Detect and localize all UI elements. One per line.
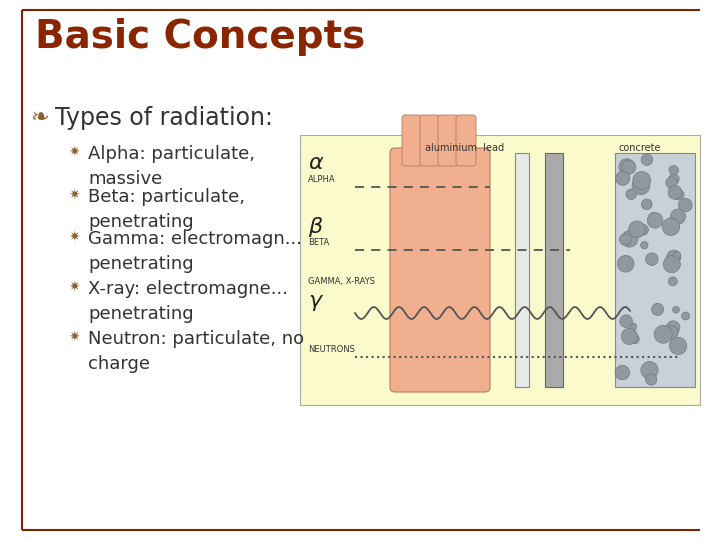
Circle shape xyxy=(620,315,632,327)
Circle shape xyxy=(641,362,658,379)
Circle shape xyxy=(629,221,645,238)
Circle shape xyxy=(652,303,664,315)
Circle shape xyxy=(633,172,651,190)
Circle shape xyxy=(621,160,636,174)
Text: Alpha: particulate,
massive: Alpha: particulate, massive xyxy=(88,145,255,188)
Circle shape xyxy=(616,171,630,185)
Circle shape xyxy=(672,306,680,313)
Text: ALPHA: ALPHA xyxy=(308,175,336,184)
Text: $\alpha$: $\alpha$ xyxy=(308,153,324,173)
FancyBboxPatch shape xyxy=(390,148,490,392)
Bar xyxy=(300,135,700,405)
Circle shape xyxy=(632,177,649,195)
Circle shape xyxy=(646,374,657,385)
Text: ❧: ❧ xyxy=(30,108,49,128)
Circle shape xyxy=(626,189,636,199)
Text: Basic Concepts: Basic Concepts xyxy=(35,18,365,56)
Text: aluminium  lead: aluminium lead xyxy=(426,143,505,153)
FancyBboxPatch shape xyxy=(438,115,458,166)
Circle shape xyxy=(615,365,629,380)
Circle shape xyxy=(630,334,639,343)
Text: ✷: ✷ xyxy=(68,188,80,202)
Circle shape xyxy=(662,218,680,235)
Circle shape xyxy=(667,321,680,334)
Circle shape xyxy=(678,198,692,212)
Circle shape xyxy=(674,252,680,259)
Circle shape xyxy=(667,250,681,264)
Bar xyxy=(545,153,563,387)
Circle shape xyxy=(669,165,678,175)
Text: ✷: ✷ xyxy=(68,330,80,344)
Text: ✷: ✷ xyxy=(68,230,80,244)
Circle shape xyxy=(664,326,678,340)
Circle shape xyxy=(682,312,690,320)
FancyBboxPatch shape xyxy=(456,115,476,166)
Circle shape xyxy=(642,199,652,210)
Text: GAMMA, X-RAYS: GAMMA, X-RAYS xyxy=(308,277,375,286)
Circle shape xyxy=(646,253,658,265)
Bar xyxy=(615,153,695,387)
Circle shape xyxy=(670,338,687,355)
Text: Gamma: electromagn...
penetrating: Gamma: electromagn... penetrating xyxy=(88,230,302,273)
Circle shape xyxy=(670,341,676,348)
Circle shape xyxy=(647,213,663,228)
FancyBboxPatch shape xyxy=(402,115,422,166)
Text: ✷: ✷ xyxy=(68,280,80,294)
Text: Neutron: particulate, no
charge: Neutron: particulate, no charge xyxy=(88,330,304,373)
Text: ✷: ✷ xyxy=(68,145,80,159)
Circle shape xyxy=(668,277,678,286)
Circle shape xyxy=(638,225,649,235)
Circle shape xyxy=(623,258,631,266)
Circle shape xyxy=(654,325,672,343)
Text: Types of radiation:: Types of radiation: xyxy=(55,106,273,130)
Bar xyxy=(515,153,529,387)
Circle shape xyxy=(641,241,648,249)
Circle shape xyxy=(649,213,657,220)
Text: BETA: BETA xyxy=(308,238,329,247)
Circle shape xyxy=(663,256,680,273)
Circle shape xyxy=(619,234,631,245)
Circle shape xyxy=(670,209,685,224)
Text: NEUTRONS: NEUTRONS xyxy=(308,345,355,354)
Text: Beta: particulate,
penetrating: Beta: particulate, penetrating xyxy=(88,188,245,231)
Text: $\gamma$: $\gamma$ xyxy=(308,293,324,313)
Circle shape xyxy=(617,255,634,272)
Text: X-ray: electromagne...
penetrating: X-ray: electromagne... penetrating xyxy=(88,280,288,323)
Text: concrete: concrete xyxy=(618,143,661,153)
Circle shape xyxy=(669,174,679,184)
Circle shape xyxy=(641,154,653,165)
Circle shape xyxy=(619,159,634,174)
Circle shape xyxy=(630,323,636,330)
Text: $\beta$: $\beta$ xyxy=(308,215,323,239)
Circle shape xyxy=(674,190,684,200)
Circle shape xyxy=(668,185,682,199)
FancyBboxPatch shape xyxy=(420,115,440,166)
Circle shape xyxy=(621,328,637,345)
Circle shape xyxy=(666,177,678,188)
Circle shape xyxy=(621,231,638,247)
